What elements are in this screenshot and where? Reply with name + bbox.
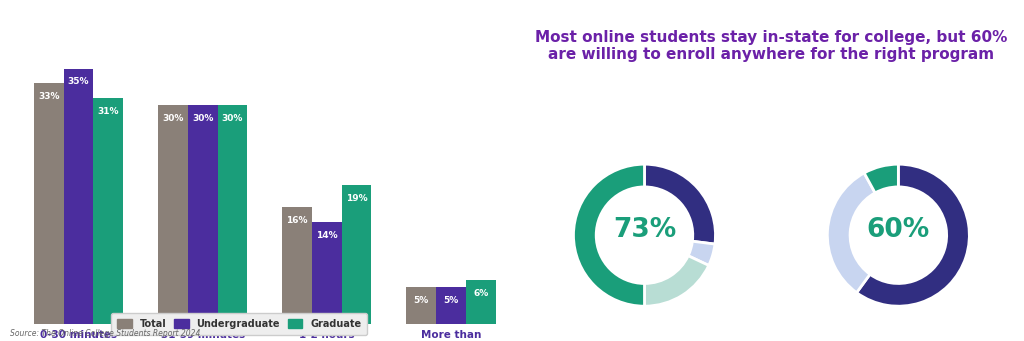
Bar bbox=[187, 105, 217, 324]
Text: 35%: 35% bbox=[68, 77, 89, 86]
Text: 30%: 30% bbox=[222, 114, 243, 123]
Text: 31%: 31% bbox=[97, 106, 119, 116]
Text: Most online students stay in-state for college, but 60%
are willing to enroll an: Most online students stay in-state for c… bbox=[536, 30, 1008, 62]
Text: 16%: 16% bbox=[287, 216, 308, 225]
Text: 60%: 60% bbox=[866, 217, 930, 242]
Wedge shape bbox=[644, 256, 709, 306]
Bar bbox=[34, 83, 63, 324]
Legend: Total, Undergraduate, Graduate: Total, Undergraduate, Graduate bbox=[112, 313, 367, 335]
Text: 6%: 6% bbox=[473, 289, 488, 298]
Wedge shape bbox=[644, 164, 716, 244]
Text: 14%: 14% bbox=[316, 231, 338, 240]
Text: 30%: 30% bbox=[162, 114, 183, 123]
Wedge shape bbox=[827, 173, 876, 293]
Bar bbox=[466, 280, 496, 324]
Bar bbox=[342, 185, 372, 324]
Wedge shape bbox=[688, 241, 715, 265]
Text: 5%: 5% bbox=[443, 296, 459, 305]
Bar bbox=[282, 207, 312, 324]
Text: 19%: 19% bbox=[346, 194, 368, 203]
Bar bbox=[63, 69, 93, 324]
Wedge shape bbox=[573, 164, 644, 306]
Bar bbox=[158, 105, 187, 324]
Text: Source: The Online College Students Report 2024: Source: The Online College Students Repo… bbox=[10, 329, 201, 338]
Bar bbox=[407, 287, 436, 324]
Text: 30%: 30% bbox=[191, 114, 213, 123]
Wedge shape bbox=[857, 164, 970, 306]
Text: 5%: 5% bbox=[414, 296, 429, 305]
Bar bbox=[93, 98, 123, 324]
Text: 33%: 33% bbox=[38, 92, 59, 101]
Bar bbox=[217, 105, 248, 324]
Bar bbox=[436, 287, 466, 324]
Bar bbox=[312, 222, 342, 324]
Wedge shape bbox=[864, 164, 898, 193]
Text: 73%: 73% bbox=[612, 217, 676, 242]
